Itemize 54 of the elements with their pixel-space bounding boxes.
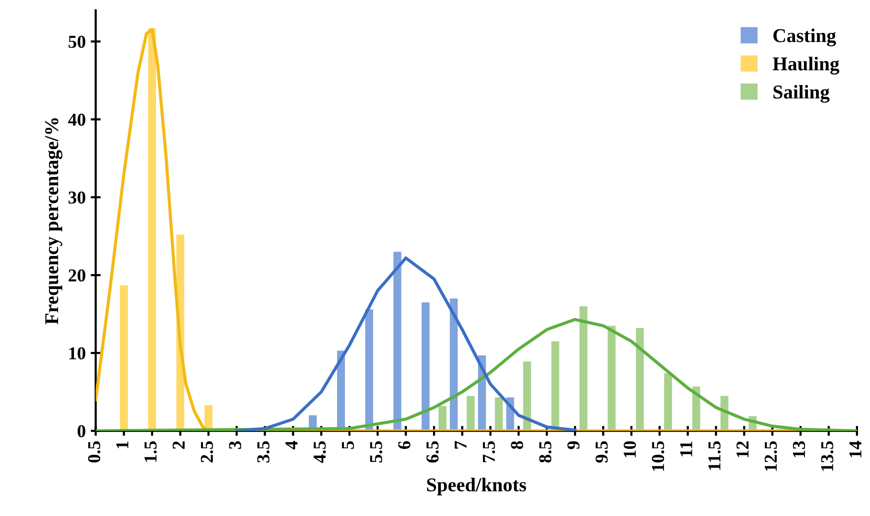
y-axis-title: Frequency percentage/% (45, 118, 62, 324)
x-tick-label: 5.5 (370, 441, 382, 462)
x-tick-label: 9 (567, 441, 580, 450)
x-tick-label: 2 (172, 441, 185, 449)
y-tick-label: 20 (68, 269, 86, 282)
x-tick-label: 1.5 (144, 441, 157, 462)
x-tick-label: 1 (116, 442, 128, 448)
legend-label: Sailing (773, 84, 830, 103)
x-tick-label: 10.5 (652, 441, 664, 471)
bar (365, 309, 374, 431)
x-tick-label: 0.5 (88, 441, 100, 462)
bar (523, 362, 532, 431)
x-tick-label: 14 (849, 440, 862, 458)
bar (608, 326, 616, 431)
x-tick-label: 7 (454, 441, 467, 449)
x-tick-label: 5 (342, 441, 354, 449)
x-tick-label: 9.5 (596, 441, 608, 463)
x-tick-label: 12 (736, 441, 749, 458)
x-tick-label: 12.5 (764, 441, 777, 471)
y-tick-label: 30 (68, 191, 86, 204)
bar (148, 28, 156, 431)
x-tick-label: 4.5 (314, 441, 326, 463)
line-series (235, 256, 577, 431)
x-tick-label: 6 (398, 441, 410, 449)
bar (438, 406, 446, 431)
bar (636, 328, 644, 431)
x-tick-label: 3 (229, 441, 242, 449)
x-tick-label: 11.5 (708, 441, 721, 470)
x-tick-label: 2.5 (200, 441, 214, 462)
x-tick-label: 4 (286, 440, 298, 450)
bar (580, 306, 588, 431)
bar (422, 302, 430, 431)
bar (393, 252, 402, 431)
x-tick-label: 11 (680, 442, 692, 456)
x-tick-label: 7.5 (482, 441, 496, 462)
legend-label: Hauling (772, 56, 840, 75)
x-tick-label: 8.5 (539, 441, 552, 463)
legend-label: Casting (773, 28, 836, 46)
y-tick-label: 0 (78, 425, 86, 438)
y-tick-label: 10 (69, 347, 86, 360)
bar (466, 396, 475, 431)
x-tick-label: 13 (792, 441, 806, 458)
x-axis-title: Speed/knots (427, 478, 526, 496)
x-tick-label: 10 (624, 441, 636, 458)
y-tick-label: 50 (68, 36, 86, 48)
y-tick-label: 40 (68, 114, 86, 126)
bar (551, 341, 560, 431)
bar (120, 285, 128, 431)
x-tick-label: 13.5 (821, 441, 834, 471)
x-tick-label: 3.5 (257, 441, 270, 462)
x-tick-label: 6.5 (426, 441, 439, 463)
x-tick-label: 8 (510, 441, 524, 450)
bar (664, 373, 672, 431)
bar (494, 397, 503, 431)
